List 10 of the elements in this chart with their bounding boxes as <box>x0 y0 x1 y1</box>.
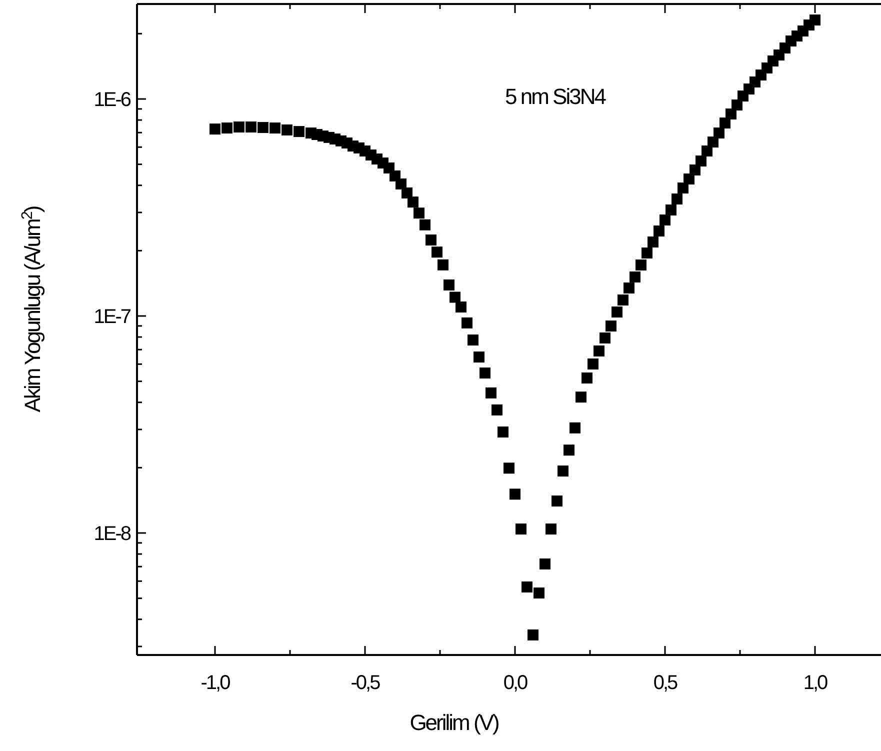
x-tick-label: -0,5 <box>350 672 381 694</box>
y-tick-label: 1E-7 <box>94 306 132 328</box>
annotation: 5 nm Si3N4 <box>505 84 606 109</box>
x-tick-label: 1,0 <box>803 672 828 694</box>
x-tick-label: -1,0 <box>200 672 231 694</box>
y-tick-label: 1E-8 <box>94 522 132 545</box>
x-tick-label: 0,5 <box>653 672 678 694</box>
y-tick-label: 1E-6 <box>94 88 132 111</box>
x-axis-title: Gerilim (V) <box>410 710 498 735</box>
x-tick-label: 0,0 <box>503 672 528 694</box>
